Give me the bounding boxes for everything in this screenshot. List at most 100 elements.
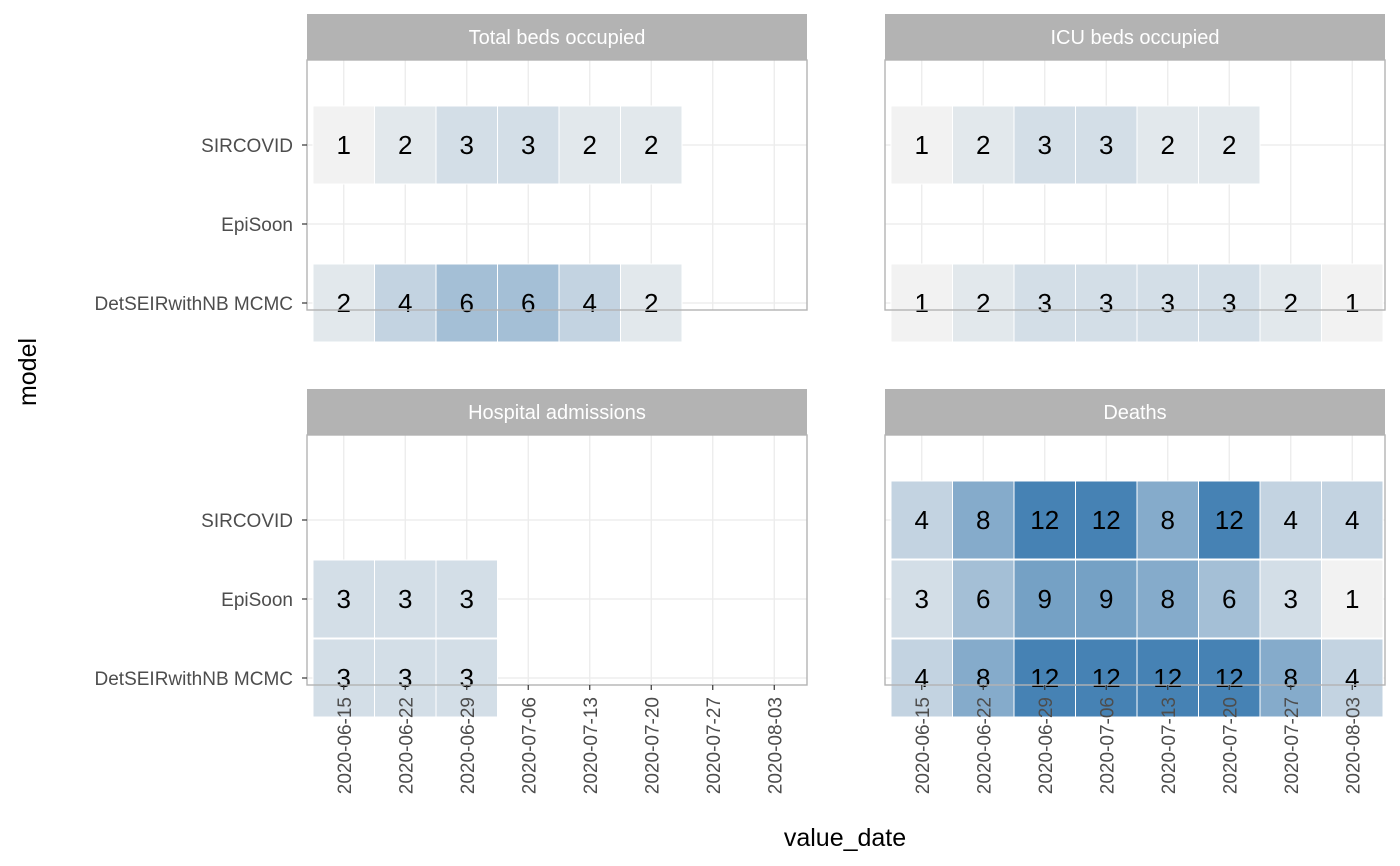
panel-border: [884, 434, 1386, 686]
heatmap-cell: [374, 263, 437, 343]
heatmap-cell: [435, 559, 498, 639]
heatmap-cell: [1198, 638, 1261, 718]
cell-label: 3: [1099, 288, 1113, 318]
cell-label: 1: [1345, 288, 1359, 318]
y-tick-label: EpiSoon: [221, 215, 293, 236]
heatmap-cell: [1259, 263, 1322, 343]
cell-label: 3: [1222, 288, 1236, 318]
heatmap-cell: [435, 263, 498, 343]
heatmap-cell: [890, 105, 953, 185]
x-tick-label: 2020-06-29: [1036, 697, 1057, 794]
cell-label: 3: [460, 130, 474, 160]
cell-label: 2: [644, 130, 658, 160]
heatmap-cell: [497, 263, 560, 343]
cell-label: 3: [460, 584, 474, 614]
heatmap-cell: [1075, 105, 1138, 185]
heatmap-cell: [374, 105, 437, 185]
heatmap-cell: [952, 480, 1015, 560]
cell-label: 1: [337, 130, 351, 160]
cell-label: 3: [915, 584, 929, 614]
heatmap-cell: [312, 105, 375, 185]
heatmap-cell: [890, 638, 953, 718]
y-tick-label: DetSEIRwithNB MCMC: [95, 669, 293, 690]
facet-panel-1: Total beds occupied 1 2 3 3 2 2 2 4 6 6 4 2 SIRCOVID E…: [95, 14, 808, 343]
cell-label: 3: [398, 584, 412, 614]
cell-label: 2: [976, 130, 990, 160]
heatmap-cell: [1259, 638, 1322, 718]
facet-strip: [885, 389, 1385, 435]
cell-label: 2: [1284, 288, 1298, 318]
x-tick-label: 2020-07-06: [1097, 697, 1118, 794]
heatmap-cell: [1013, 480, 1076, 560]
cell-label: 3: [1038, 130, 1052, 160]
heatmap-cell: [952, 105, 1015, 185]
heatmap-cell: [620, 263, 683, 343]
cell-label: 9: [1099, 584, 1113, 614]
cell-label: 6: [460, 288, 474, 318]
facet-title: ICU beds occupied: [1051, 27, 1220, 49]
heatmap-cell: [1013, 263, 1076, 343]
heatmap-cell: [374, 638, 437, 718]
cell-label: 2: [583, 130, 597, 160]
x-tick-label: 2020-07-27: [704, 697, 725, 794]
x-tick-label: 2020-06-22: [974, 697, 995, 794]
x-axis-title: value_date: [784, 824, 906, 852]
x-tick-label: 2020-07-13: [581, 697, 602, 794]
cell-label: 8: [1161, 505, 1175, 535]
cell-label: 2: [644, 288, 658, 318]
cell-label: 12: [1215, 505, 1244, 535]
heatmap-cell: [890, 559, 953, 639]
heatmap-cell: [1136, 638, 1199, 718]
cell-label: 6: [976, 584, 990, 614]
heatmap-cell: [1198, 480, 1261, 560]
cell-label: 3: [1161, 288, 1175, 318]
x-tick-label: 2020-06-15: [335, 697, 356, 794]
cell-label: 1: [1345, 584, 1359, 614]
x-tick-label: 2020-06-29: [458, 697, 479, 794]
heatmap-cell: [1321, 263, 1384, 343]
heatmap-cell: [890, 480, 953, 560]
x-tick-label: 2020-06-22: [396, 697, 417, 794]
cell-label: 2: [398, 130, 412, 160]
x-tick-label: 2020-07-20: [642, 697, 663, 794]
cell-label: 1: [915, 288, 929, 318]
heatmap-cell: [1013, 105, 1076, 185]
cell-label: 12: [1030, 505, 1059, 535]
x-tick-label: 2020-07-27: [1282, 697, 1303, 794]
heatmap-cell: [558, 263, 621, 343]
x-tick-label: 2020-08-03: [765, 697, 786, 794]
y-tick-label: EpiSoon: [221, 590, 293, 611]
heatmap-cell: [1075, 263, 1138, 343]
y-tick-label: SIRCOVID: [201, 136, 293, 157]
heatmap-cell: [952, 638, 1015, 718]
cell-label: 6: [521, 288, 535, 318]
cell-label: 2: [1222, 130, 1236, 160]
heatmap-cell: [312, 559, 375, 639]
heatmap-cell: [1259, 480, 1322, 560]
cell-label: 12: [1092, 505, 1121, 535]
heatmap-cell: [1013, 638, 1076, 718]
cell-label: 1: [915, 130, 929, 160]
facet-title: Deaths: [1103, 402, 1166, 424]
x-tick-label: 2020-08-03: [1343, 697, 1364, 794]
heatmap-cell: [435, 105, 498, 185]
heatmap-cell: [1259, 559, 1322, 639]
facet-strip: [307, 14, 807, 60]
cell-label: 4: [398, 288, 412, 318]
cell-label: 9: [1038, 584, 1052, 614]
heatmap-cell: [890, 263, 953, 343]
cell-label: 3: [1284, 584, 1298, 614]
panel-border: [884, 59, 1386, 311]
heatmap-cell: [1198, 263, 1261, 343]
heatmap-cell: [1075, 480, 1138, 560]
heatmap-cell: [1321, 638, 1384, 718]
heatmap-cell: [1198, 105, 1261, 185]
heatmap-cell: [952, 263, 1015, 343]
facet-strip: [885, 14, 1385, 60]
heatmap-cell: [620, 105, 683, 185]
heatmap-cell: [1136, 263, 1199, 343]
cell-label: 4: [1284, 505, 1298, 535]
x-tick-label: 2020-07-06: [519, 697, 540, 794]
